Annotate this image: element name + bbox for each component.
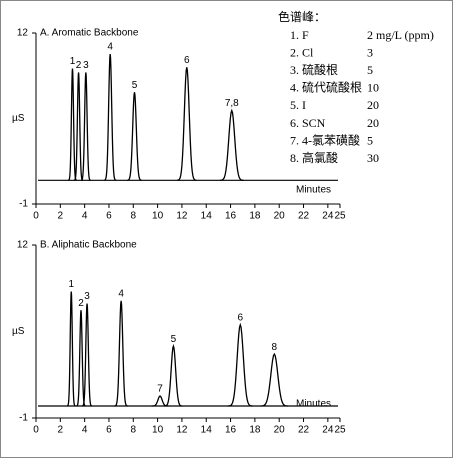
peak — [219, 108, 244, 181]
x-tick-label: 25 — [334, 211, 346, 222]
peak-label: 4 — [118, 289, 124, 300]
x-tick-label: 14 — [201, 425, 213, 436]
peak-table-cell: 20 — [367, 116, 379, 130]
peak — [114, 300, 128, 407]
y-tick-label: 12 — [17, 28, 29, 39]
x-tick-label: 14 — [201, 211, 213, 222]
peak — [127, 92, 142, 181]
peak-label: 1 — [70, 56, 76, 67]
x-tick-label: 24 — [322, 211, 334, 222]
x-tick-label: 6 — [106, 211, 112, 222]
peak-table-cell: 20 — [367, 98, 379, 112]
panel-title: B. Aliphatic Backbone — [40, 240, 137, 251]
y-axis-label: µS — [12, 113, 25, 124]
x-tick-label: 10 — [152, 425, 164, 436]
peak-table-cell: 1. F — [290, 28, 309, 42]
peak-label: 3 — [84, 291, 90, 302]
x-tick-label: 0 — [33, 211, 39, 222]
x-tick-label: 12 — [176, 211, 188, 222]
x-tick-label: 16 — [225, 211, 237, 222]
x-tick-label: 22 — [298, 211, 310, 222]
peak — [228, 322, 253, 407]
x-tick-label: 20 — [274, 211, 286, 222]
y-axis-label: µS — [12, 326, 25, 337]
x-tick-label: 4 — [82, 425, 88, 436]
x-tick-label: 18 — [249, 211, 261, 222]
peak-table-cell: 3. 硫酸根 — [290, 62, 338, 77]
peak-table-cell: 30 — [367, 151, 379, 165]
x-tick-label: 8 — [130, 211, 136, 222]
peak-table-cell: 6. SCN — [290, 116, 326, 130]
peak — [80, 72, 91, 181]
peak — [260, 352, 289, 407]
x-tick-label: 18 — [249, 425, 261, 436]
x-tick-label: 10 — [152, 211, 164, 222]
peak-label: 1 — [68, 279, 74, 290]
peak — [164, 343, 183, 407]
panel-title: A. Aromatic Backbone — [40, 28, 139, 39]
x-axis-label: Minutes — [296, 185, 331, 196]
peak — [66, 291, 76, 407]
y-tick-label: 12 — [17, 240, 29, 251]
peak-table-cell: 2. Cl — [290, 45, 314, 59]
peak-table-cell: 2 mg/L (ppm) — [367, 28, 434, 42]
peak-table-cell: 8. 高氯酸 — [290, 150, 338, 165]
x-tick-label: 2 — [58, 425, 64, 436]
peak-table-cell: 4. 硫代硫酸根 — [290, 80, 362, 95]
x-tick-label: 22 — [298, 425, 310, 436]
x-tick-label: 24 — [322, 425, 334, 436]
peak-table-cell: 3 — [367, 45, 373, 59]
peak-table-cell: 5 — [367, 133, 373, 147]
x-tick-label: 4 — [82, 211, 88, 222]
x-tick-label: 0 — [33, 425, 39, 436]
x-tick-label: 2 — [58, 211, 64, 222]
peak-label: 2 — [76, 60, 82, 71]
peak — [104, 53, 117, 181]
x-tick-label: 20 — [274, 425, 286, 436]
peak-label: 3 — [83, 60, 89, 71]
y-tick-label: -1 — [19, 199, 28, 210]
x-tick-label: 8 — [130, 425, 136, 436]
peak — [73, 72, 84, 181]
peak-table-cell: 7. 4-氯苯磺酸 — [290, 132, 360, 147]
peak — [177, 67, 197, 181]
peak-label: 4 — [107, 42, 113, 53]
x-axis-label: Minutes — [296, 399, 331, 410]
peak-label: 5 — [132, 80, 138, 91]
peak-label: 7 — [157, 384, 163, 395]
peak-table-title: 色谱峰： — [278, 10, 326, 24]
peak-label: 6 — [238, 312, 244, 323]
x-tick-label: 25 — [334, 425, 346, 436]
peak — [82, 303, 93, 407]
peak-table-cell: 10 — [367, 81, 379, 95]
peak-label: 7,8 — [225, 98, 239, 109]
x-tick-label: 12 — [176, 425, 188, 436]
peak-label: 5 — [171, 334, 177, 345]
peak-table-cell: 5 — [367, 63, 373, 77]
y-tick-label: -1 — [19, 413, 28, 424]
x-tick-label: 6 — [106, 425, 112, 436]
peak-label: 8 — [272, 342, 278, 353]
x-tick-label: 16 — [225, 425, 237, 436]
peak-label: 6 — [184, 55, 190, 66]
peak-label: 2 — [78, 298, 84, 309]
peak-table-cell: 5. I — [290, 98, 306, 112]
